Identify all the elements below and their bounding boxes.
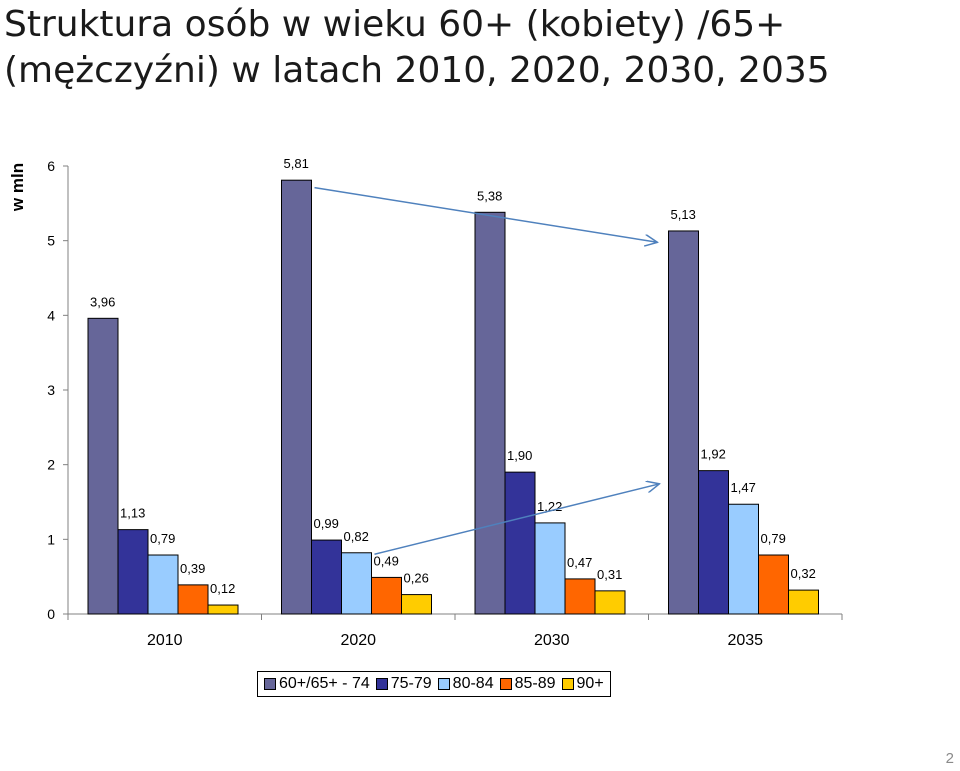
legend-item: 90+ [561, 675, 604, 693]
bar [311, 539, 342, 615]
data-label: 1,92 [701, 447, 726, 462]
legend-label: 90+ [576, 675, 604, 692]
y-tick-label: 2 [47, 457, 55, 473]
bar [594, 590, 626, 615]
x-tick-label: 2020 [340, 632, 376, 649]
legend-item: 80-84 [437, 675, 494, 693]
data-label: 0,99 [314, 516, 339, 531]
legend-label: 85-89 [514, 675, 556, 692]
bar [474, 211, 506, 615]
bar [504, 471, 536, 615]
legend-swatch [561, 678, 574, 690]
bar-chart: 0 1 2 3 4 5 6 2010 2020 2030 2035 3,96 5,81 5,38 5,13… [47, 156, 843, 649]
legend-swatch [499, 678, 512, 690]
trend-arrow-downward [314, 186, 657, 243]
data-label: 0,82 [344, 529, 369, 544]
legend-label: 80-84 [452, 675, 494, 692]
bar [564, 578, 596, 615]
x-tick-label: 2030 [534, 632, 570, 649]
bar [534, 522, 566, 615]
data-label: 0,39 [180, 561, 205, 576]
data-label: 1,90 [507, 448, 532, 463]
legend-item: 75-79 [375, 675, 432, 693]
legend-swatch [264, 678, 276, 690]
bar [177, 584, 209, 615]
data-label: 0,31 [597, 567, 622, 582]
bar [728, 503, 759, 615]
title-line-2: (mężczyźni) w latach 2010, 2020, 2030, 2… [4, 50, 830, 91]
bar [698, 470, 729, 615]
legend-label: 75-79 [390, 675, 432, 692]
legend-swatch [437, 678, 450, 690]
data-label: 0,79 [761, 531, 786, 546]
y-tick-label: 6 [47, 158, 55, 174]
bar [117, 529, 149, 615]
data-label: 0,49 [374, 553, 399, 568]
data-label: 0,79 [150, 531, 175, 546]
legend-swatch [375, 678, 388, 690]
data-label: 0,32 [791, 566, 816, 581]
bar [341, 552, 372, 615]
y-tick-label: 4 [47, 307, 55, 323]
bar [758, 554, 789, 615]
trend-arrow-upward [374, 484, 659, 555]
title-line-1: Struktura osób w wieku 60+ (kobiety) /65… [4, 4, 786, 45]
data-label: 5,81 [284, 156, 309, 171]
bar [87, 317, 119, 615]
data-label: 0,12 [210, 581, 235, 596]
bar [371, 576, 402, 615]
bar [207, 604, 239, 615]
legend-item: 60+/65+ - 74 [264, 675, 370, 693]
y-tick-label: 1 [47, 531, 55, 547]
page-number: 2 [945, 750, 954, 767]
bar [281, 179, 312, 615]
x-tick-label: 2035 [727, 632, 763, 649]
data-label: 3,96 [90, 294, 115, 309]
legend-label: 60+/65+ - 74 [279, 675, 370, 692]
chart-legend: 60+/65+ - 74 75-79 80-84 85-89 90+ [257, 671, 611, 697]
bar [401, 594, 432, 615]
bar [668, 230, 699, 615]
y-tick-label: 0 [47, 606, 55, 622]
data-label: 1,13 [120, 506, 145, 521]
bar [788, 589, 819, 615]
data-label: 5,13 [671, 207, 696, 222]
data-label: 1,47 [731, 480, 756, 495]
data-label: 5,38 [477, 188, 502, 203]
y-tick-label: 3 [47, 382, 55, 398]
x-tick-label: 2010 [147, 632, 183, 649]
data-label: 0,47 [567, 555, 592, 570]
bar [147, 554, 179, 615]
legend-item: 85-89 [499, 675, 556, 693]
y-tick-label: 5 [47, 233, 55, 249]
chart-title: Struktura osób w wieku 60+ (kobiety) /65… [4, 2, 954, 94]
data-label: 0,26 [404, 571, 429, 586]
